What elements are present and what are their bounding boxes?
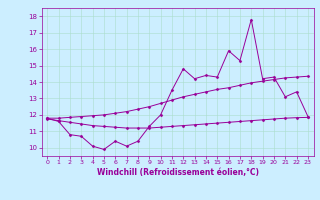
X-axis label: Windchill (Refroidissement éolien,°C): Windchill (Refroidissement éolien,°C) — [97, 168, 259, 177]
